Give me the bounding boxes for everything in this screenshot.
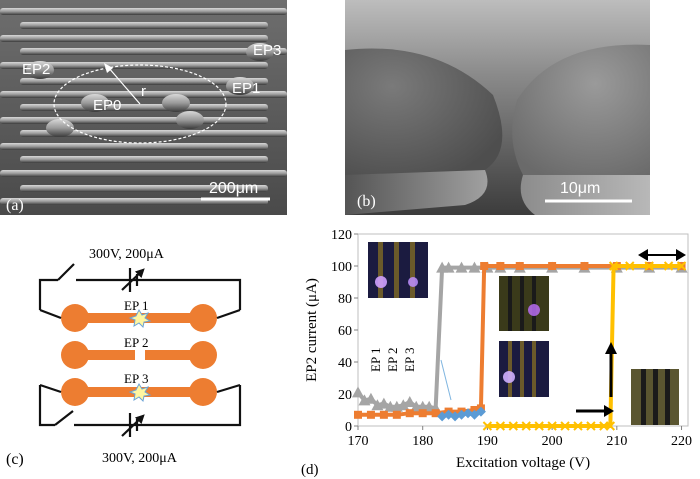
sem-image-a: r EP0 EP1 EP2 EP3 (a) 200μm	[0, 0, 287, 215]
y-tick-label: 100	[331, 260, 352, 275]
ep3-circuit-label: EP 3	[124, 371, 148, 386]
ep0-label: EP0	[93, 97, 121, 114]
data-point-yellow	[663, 261, 674, 271]
inset-label-ep1: EP 1	[368, 348, 383, 372]
ep3-label: EP3	[253, 42, 281, 59]
data-point-yellow	[676, 261, 687, 271]
x-tick-label: 200	[542, 434, 563, 449]
inset-photo-2	[499, 276, 549, 331]
inset-label-ep3: EP 3	[402, 348, 417, 372]
data-point-orange	[366, 410, 375, 419]
scale-bar-a-label: 200μm	[209, 180, 258, 197]
y-tick-label: 60	[338, 324, 352, 339]
x-axis-label: Excitation voltage (V)	[456, 455, 590, 471]
inset-photo-1	[368, 242, 428, 298]
y-tick-label: 80	[338, 292, 352, 307]
data-point-yellow	[547, 421, 557, 431]
data-point-orange	[354, 410, 362, 419]
data-point-orange	[480, 262, 489, 270]
panel-c-letter: (c)	[6, 451, 24, 468]
panel-c: 300V, 200μA 300V, 200μA EP 1 EP 2 EP 3 (…	[0, 230, 290, 479]
inset-label-ep2: EP 2	[385, 348, 400, 372]
data-point-blue	[475, 406, 486, 417]
source-top-label: 300V, 200μA	[89, 247, 165, 262]
data-point-yellow	[625, 261, 635, 271]
data-point-orange	[418, 409, 427, 418]
y-tick-label: 0	[345, 420, 352, 435]
circuit-diagram: 300V, 200μA 300V, 200μA EP 1 EP 2 EP 3 (…	[6, 247, 242, 468]
x-tick-label: 190	[477, 434, 498, 449]
data-point-orange	[392, 410, 401, 419]
data-point-blue	[450, 411, 461, 422]
data-point-blue	[469, 409, 480, 420]
radius-label: r	[141, 83, 146, 100]
ep1-label: EP1	[232, 80, 260, 97]
data-point-orange	[405, 409, 414, 418]
y-axis-label: EP2 current (μA)	[304, 278, 320, 382]
sem-image-b: (b) 10μm	[345, 0, 650, 215]
x-tick-label: 210	[606, 434, 627, 449]
data-point-gray	[364, 392, 377, 404]
data-point-gray	[352, 386, 364, 398]
scale-bar-b-label: 10μm	[560, 180, 600, 197]
data-point-yellow	[521, 421, 531, 431]
x-tick-label: 220	[671, 434, 692, 449]
x-tick-label: 180	[412, 434, 433, 449]
panel-a: r EP0 EP1 EP2 EP3 (a) 200μm	[0, 0, 287, 215]
data-point-yellow	[508, 421, 519, 431]
data-point-yellow	[608, 261, 619, 271]
y-tick-label: 120	[331, 228, 352, 243]
x-tick-label: 170	[348, 434, 369, 449]
data-point-yellow	[605, 421, 616, 431]
source-bottom-label: 300V, 200μA	[102, 451, 178, 466]
data-point-orange	[580, 262, 589, 270]
data-point-orange	[379, 410, 388, 419]
ep2-circuit-label: EP 2	[124, 335, 148, 350]
ep2-label: EP2	[22, 61, 50, 78]
panel-a-letter: (a)	[6, 197, 24, 214]
data-point-orange	[431, 409, 440, 418]
data-point-yellow	[644, 261, 654, 271]
data-point-gray	[403, 396, 416, 407]
series-line-yellow	[487, 264, 682, 428]
panel-d-letter: (d)	[301, 462, 319, 478]
panel-b-letter: (b)	[357, 193, 376, 210]
panel-d: 0 20 40 60 80 100 120 170 180 190 200 210 220 Excitat…	[296, 222, 700, 479]
ep1-circuit-label: EP 1	[124, 298, 148, 313]
data-point-yellow	[586, 421, 596, 431]
y-tick-label: 40	[338, 356, 352, 371]
data-point-gray	[377, 397, 390, 409]
inset-photo-4	[631, 369, 679, 425]
data-point-gray	[397, 399, 410, 411]
data-point-yellow	[534, 421, 544, 431]
current-voltage-chart: 0 20 40 60 80 100 120 170 180 190 200 210 220 Excitat…	[301, 228, 692, 478]
data-point-gray	[455, 261, 468, 273]
data-point-blue	[463, 408, 473, 419]
data-point-orange	[496, 262, 505, 270]
data-point-yellow	[495, 421, 506, 431]
data-point-orange	[548, 262, 557, 270]
data-point-orange	[515, 262, 524, 270]
data-point-yellow	[560, 421, 570, 431]
data-point-blue	[456, 409, 467, 420]
y-tick-label: 20	[338, 388, 352, 403]
panel-b: (b) 10μm	[345, 0, 650, 215]
data-point-gray	[442, 261, 455, 273]
data-point-gray	[468, 261, 481, 273]
data-point-yellow	[573, 421, 583, 431]
data-point-yellow	[482, 421, 493, 431]
inset-photo-3	[499, 341, 549, 397]
